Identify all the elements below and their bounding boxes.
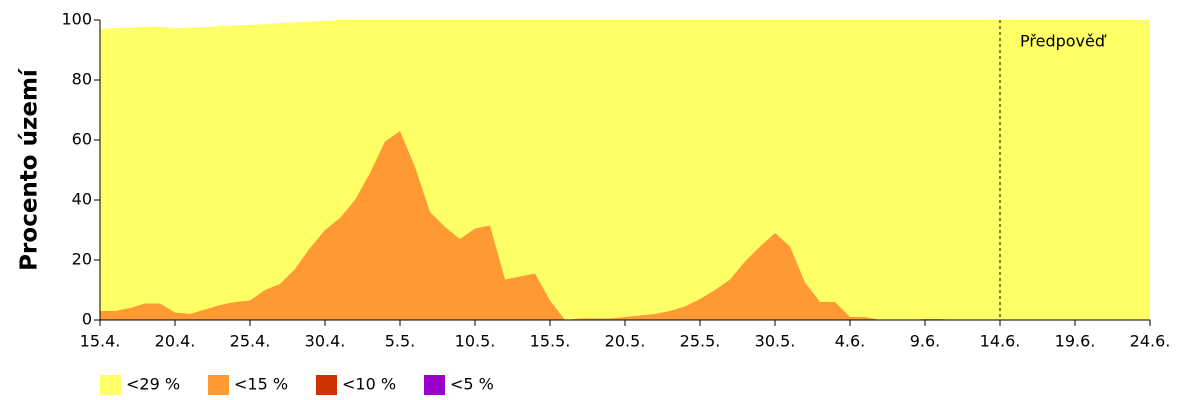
legend-swatch (424, 375, 445, 395)
y-tick-label: 60 (72, 130, 92, 149)
annotation: Předpověď (1020, 32, 1107, 51)
y-tick-label: 20 (72, 250, 92, 269)
x-tick-label: 30.5. (755, 332, 796, 351)
legend-label: <10 % (342, 375, 396, 394)
legend-label: <29 % (126, 375, 180, 394)
x-tick-label: 24.6. (1130, 332, 1171, 351)
x-tick-label: 25.5. (680, 332, 721, 351)
x-tick-label: 20.5. (605, 332, 646, 351)
x-tick-label: 5.5. (385, 332, 416, 351)
y-tick-label: 80 (72, 70, 92, 89)
x-tick-label: 25.4. (230, 332, 271, 351)
x-tick-label: 19.6. (1055, 332, 1096, 351)
x-tick-label: 20.4. (155, 332, 196, 351)
x-tick-label: 30.4. (305, 332, 346, 351)
y-tick-label: 40 (72, 190, 92, 209)
legend-swatch (100, 375, 121, 395)
legend-swatch (316, 375, 337, 395)
x-tick-label: 10.5. (455, 332, 496, 351)
x-tick-label: 15.4. (80, 332, 121, 351)
y-axis-label: Procento území (17, 68, 43, 271)
x-tick-label: 15.5. (530, 332, 571, 351)
legend-swatch (208, 375, 229, 395)
x-tick-label: 4.6. (835, 332, 866, 351)
y-tick-label: 100 (61, 10, 92, 29)
area (100, 131, 1150, 320)
area (100, 20, 1150, 320)
legend-label: <5 % (450, 375, 494, 394)
x-tick-label: 9.6. (910, 332, 941, 351)
legend-label: <15 % (234, 375, 288, 394)
x-tick-label: 14.6. (980, 332, 1021, 351)
y-tick-label: 0 (82, 310, 92, 329)
